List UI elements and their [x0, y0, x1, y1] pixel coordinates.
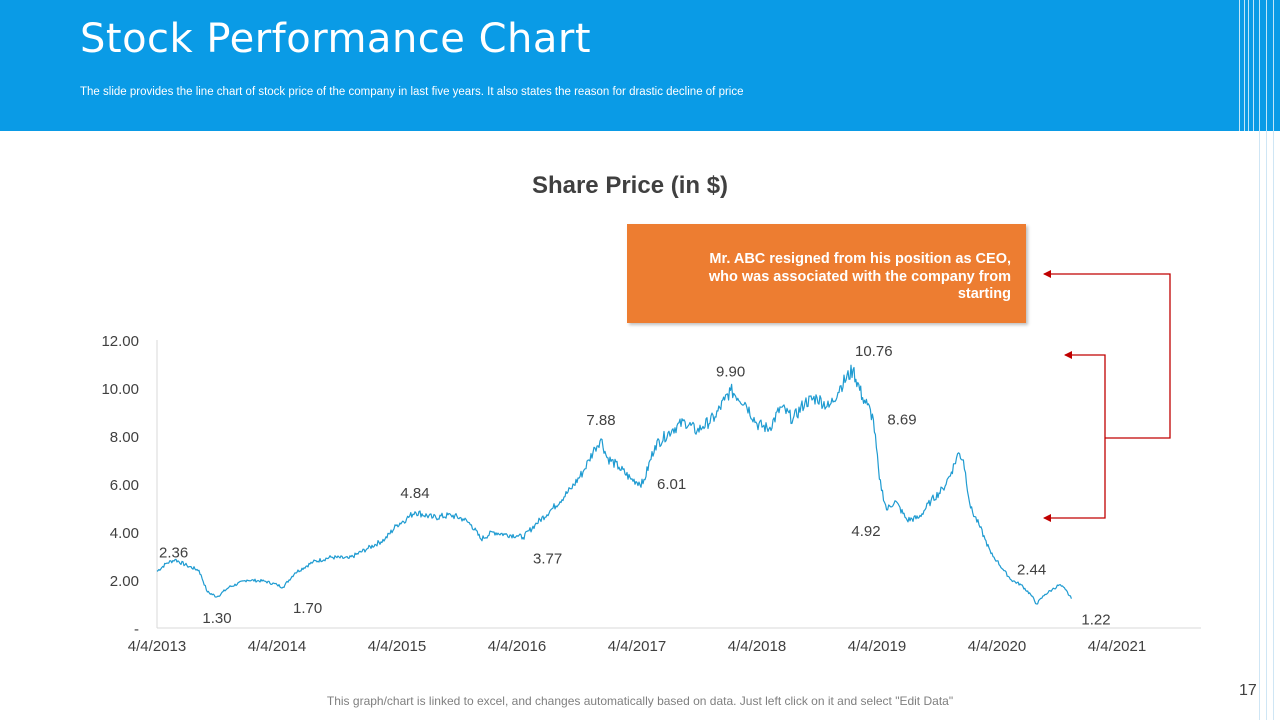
data-label: 3.77: [533, 551, 562, 568]
decor-line: [1273, 0, 1274, 131]
bracket-arrow-peak: [1064, 351, 1106, 438]
decor-line: [1244, 0, 1245, 131]
x-tick-label: 4/4/2015: [368, 638, 426, 655]
y-tick-label: -: [134, 621, 139, 638]
callout-text: Mr. ABC resigned from his position as CE…: [708, 251, 1011, 302]
footer-note: This graph/chart is linked to excel, and…: [326, 694, 954, 708]
x-tick-label: 4/4/2013: [128, 638, 186, 655]
bracket-arrow-drop: [1043, 438, 1106, 522]
ceo-resignation-callout: Mr. ABC resigned from his position as CE…: [627, 224, 1026, 323]
x-tick-label: 4/4/2014: [248, 638, 306, 655]
data-label: 1.70: [293, 600, 322, 617]
data-label: 8.69: [887, 411, 916, 428]
decor-line: [1239, 0, 1240, 131]
data-label: 10.76: [855, 343, 893, 360]
page-number: 17: [1239, 682, 1257, 699]
decor-line: [1259, 131, 1260, 720]
data-label: 6.01: [657, 476, 686, 493]
bracket-arrow-callout: [1043, 270, 1171, 439]
decor-line: [1259, 0, 1260, 131]
data-label: 4.92: [851, 523, 880, 540]
data-label: 1.30: [202, 610, 231, 627]
data-label: 1.22: [1081, 612, 1110, 629]
slide-title: Stock Performance Chart: [80, 16, 592, 62]
x-tick-label: 4/4/2020: [968, 638, 1026, 655]
decor-line: [1273, 131, 1274, 720]
data-label: 2.36: [159, 544, 188, 561]
data-label: 7.88: [586, 412, 615, 429]
y-tick-label: 10.00: [101, 381, 139, 398]
share-price-line: [156, 364, 1072, 605]
y-tick-label: 12.00: [101, 333, 139, 350]
x-tick-label: 4/4/2016: [488, 638, 546, 655]
data-label: 9.90: [716, 363, 745, 380]
x-tick-label: 4/4/2019: [848, 638, 906, 655]
x-tick-label: 4/4/2018: [728, 638, 786, 655]
y-tick-label: 2.00: [110, 573, 139, 590]
y-tick-label: 6.00: [110, 477, 139, 494]
x-tick-label: 4/4/2021: [1088, 638, 1146, 655]
decor-line: [1253, 0, 1254, 131]
header-banner: Stock Performance Chart The slide provid…: [0, 0, 1280, 131]
data-label: 4.84: [400, 485, 429, 502]
y-tick-label: 8.00: [110, 429, 139, 446]
data-label: 2.44: [1017, 561, 1046, 578]
decor-line: [1266, 131, 1267, 720]
decor-line: [1266, 0, 1267, 131]
y-tick-label: 4.00: [110, 525, 139, 542]
decor-line: [1248, 0, 1249, 131]
x-tick-label: 4/4/2017: [608, 638, 666, 655]
slide-subtitle: The slide provides the line chart of sto…: [80, 86, 744, 98]
chart-title: Share Price (in $): [532, 172, 728, 199]
